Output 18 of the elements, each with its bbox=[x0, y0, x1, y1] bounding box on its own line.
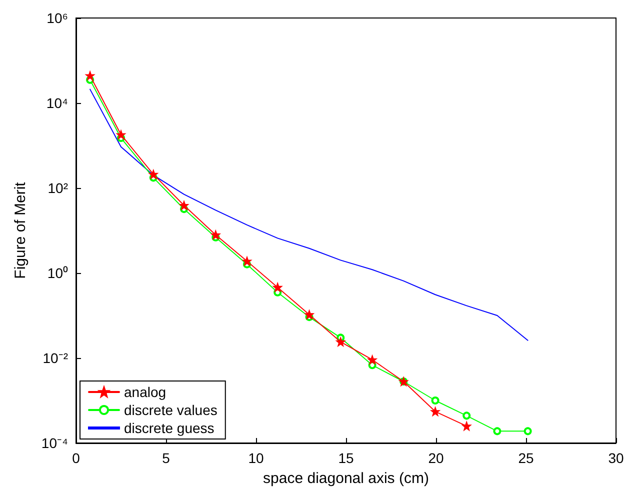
x-tick-label: 15 bbox=[338, 450, 354, 466]
x-tick-label: 5 bbox=[162, 450, 170, 466]
y-tick-label: 10⁰ bbox=[47, 265, 68, 281]
legend-label: discrete values bbox=[124, 402, 218, 418]
legend-label: discrete guess bbox=[124, 420, 214, 436]
y-tick-label: 10⁻⁴ bbox=[41, 435, 68, 451]
y-tick-label: 10⁻² bbox=[42, 350, 68, 366]
x-tick-label: 0 bbox=[72, 450, 80, 466]
x-tick-label: 25 bbox=[518, 450, 534, 466]
y-axis-title: Figure of Merit bbox=[12, 181, 29, 279]
y-tick-label: 10² bbox=[48, 180, 68, 196]
legend-label: analog bbox=[124, 384, 166, 400]
y-tick-label: 10⁶ bbox=[46, 10, 68, 26]
x-tick-label: 20 bbox=[428, 450, 444, 466]
y-tick-label: 10⁴ bbox=[46, 95, 68, 111]
x-axis-title: space diagonal axis (cm) bbox=[263, 470, 429, 487]
x-tick-label: 10 bbox=[248, 450, 264, 466]
x-tick-label: 30 bbox=[608, 450, 624, 466]
